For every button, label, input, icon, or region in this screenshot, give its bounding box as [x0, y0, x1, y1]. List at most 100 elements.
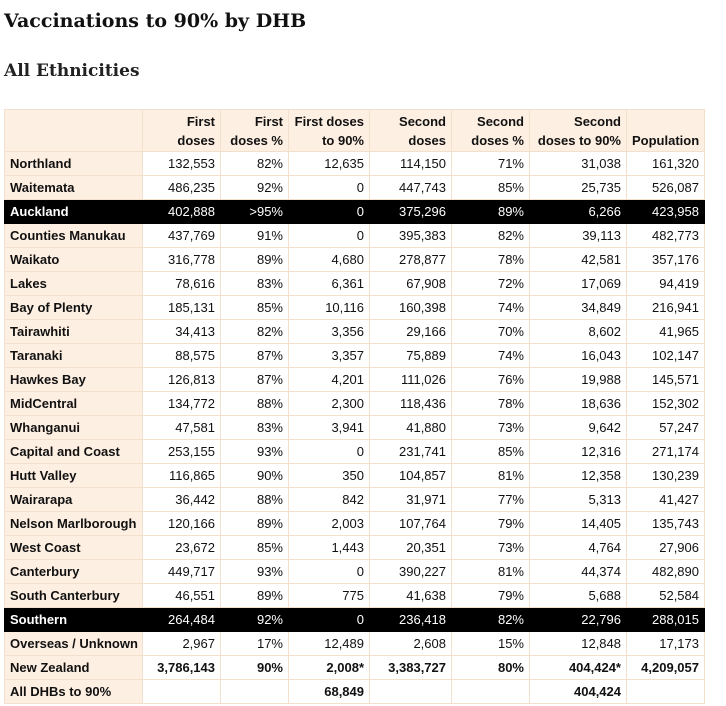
first-doses-pct-cell: 90% [220, 655, 289, 680]
population-cell: 4,209,057 [626, 655, 705, 680]
second-doses-cell: 29,166 [369, 319, 452, 344]
first-doses-to-90-cell: 842 [288, 487, 370, 512]
header-first-doses-to-90: First doses to 90% [288, 109, 370, 152]
second-doses-cell: 31,971 [369, 487, 452, 512]
second-doses-cell [369, 679, 452, 704]
population-cell: 135,743 [626, 511, 705, 536]
table-row: South Canterbury 46,551 89% 775 41,638 79% 5,6… [4, 583, 705, 608]
first-doses-cell: 2,967 [142, 631, 221, 656]
first-doses-to-90-cell: 3,941 [288, 415, 370, 440]
second-doses-cell: 231,741 [369, 439, 452, 464]
first-doses-cell: 132,553 [142, 151, 221, 176]
table-row: Hutt Valley 116,865 90% 350 104,857 81% 12,358… [4, 463, 705, 488]
table-row: Hawkes Bay 126,813 87% 4,201 111,026 76% 19,98… [4, 367, 705, 392]
table-row: Lakes 78,616 83% 6,361 67,908 72% 17,069 94,419 [4, 271, 705, 296]
second-doses-pct-cell: 81% [451, 559, 530, 584]
header-first-doses: First doses [142, 109, 221, 152]
first-doses-to-90-cell: 3,356 [288, 319, 370, 344]
table-row: Capital and Coast 253,155 93% 0 231,741 85% 12… [4, 439, 705, 464]
second-doses-to-90-cell: 5,313 [529, 487, 627, 512]
second-doses-cell: 447,743 [369, 175, 452, 200]
dhb-cell: Whanganui [4, 415, 143, 440]
population-cell: 423,958 [626, 199, 705, 224]
table-row: West Coast 23,672 85% 1,443 20,351 73% 4,764 27… [4, 535, 705, 560]
second-doses-cell: 236,418 [369, 607, 452, 632]
dhb-cell: Hawkes Bay [4, 367, 143, 392]
first-doses-cell: 486,235 [142, 175, 221, 200]
population-cell: 94,419 [626, 271, 705, 296]
first-doses-pct-cell: 17% [220, 631, 289, 656]
dhb-cell: All DHBs to 90% [4, 679, 143, 704]
first-doses-cell: 3,786,143 [142, 655, 221, 680]
second-doses-to-90-cell: 34,849 [529, 295, 627, 320]
table-body: Northland 132,553 82% 12,635 114,150 71% 31,03… [4, 151, 705, 704]
first-doses-pct-cell: 89% [220, 247, 289, 272]
first-doses-pct-cell: 85% [220, 535, 289, 560]
table-row: Tairawhiti 34,413 82% 3,356 29,166 70% 8,602 41… [4, 319, 705, 344]
first-doses-to-90-cell: 0 [288, 559, 370, 584]
dhb-cell: Wairarapa [4, 487, 143, 512]
population-cell: 288,015 [626, 607, 705, 632]
first-doses-cell: 116,865 [142, 463, 221, 488]
first-doses-pct-cell: 82% [220, 151, 289, 176]
first-doses-cell: 120,166 [142, 511, 221, 536]
header-second-doses-to-90: Second doses to 90% [529, 109, 627, 152]
second-doses-to-90-cell: 19,988 [529, 367, 627, 392]
first-doses-cell: 34,413 [142, 319, 221, 344]
first-doses-pct-cell: 91% [220, 223, 289, 248]
second-doses-cell: 390,227 [369, 559, 452, 584]
first-doses-pct-cell: 93% [220, 439, 289, 464]
dhb-cell: MidCentral [4, 391, 143, 416]
first-doses-pct-cell: 89% [220, 583, 289, 608]
second-doses-pct-cell: 79% [451, 583, 530, 608]
table-row: Waikato 316,778 89% 4,680 278,877 78% 42,581 35… [4, 247, 705, 272]
population-cell: 271,174 [626, 439, 705, 464]
first-doses-to-90-cell: 0 [288, 439, 370, 464]
first-doses-to-90-cell: 4,680 [288, 247, 370, 272]
first-doses-to-90-cell: 6,361 [288, 271, 370, 296]
first-doses-cell: 126,813 [142, 367, 221, 392]
first-doses-to-90-cell: 0 [288, 175, 370, 200]
dhb-cell: Counties Manukau [4, 223, 143, 248]
dhb-cell: Tairawhiti [4, 319, 143, 344]
table-row: Bay of Plenty 185,131 85% 10,116 160,398 74% 3… [4, 295, 705, 320]
first-doses-to-90-cell: 775 [288, 583, 370, 608]
population-cell: 27,906 [626, 535, 705, 560]
first-doses-cell: 47,581 [142, 415, 221, 440]
population-cell: 52,584 [626, 583, 705, 608]
first-doses-to-90-cell: 68,849 [288, 679, 370, 704]
population-cell: 17,173 [626, 631, 705, 656]
dhb-cell: Waikato [4, 247, 143, 272]
second-doses-cell: 41,638 [369, 583, 452, 608]
table-row: New Zealand 3,786,143 90% 2,008* 3,383,727 80… [4, 655, 705, 680]
second-doses-to-90-cell: 5,688 [529, 583, 627, 608]
first-doses-pct-cell: 92% [220, 175, 289, 200]
second-doses-to-90-cell: 12,848 [529, 631, 627, 656]
first-doses-to-90-cell: 10,116 [288, 295, 370, 320]
second-doses-cell: 75,889 [369, 343, 452, 368]
second-doses-to-90-cell: 404,424 [529, 679, 627, 704]
second-doses-to-90-cell: 6,266 [529, 199, 627, 224]
first-doses-cell: 449,717 [142, 559, 221, 584]
first-doses-pct-cell: 93% [220, 559, 289, 584]
table-row: Canterbury 449,717 93% 0 390,227 81% 44,374 482… [4, 559, 705, 584]
dhb-cell: Northland [4, 151, 143, 176]
dhb-cell: New Zealand [4, 655, 143, 680]
second-doses-pct-cell: 71% [451, 151, 530, 176]
dhb-cell: Southern [4, 607, 143, 632]
first-doses-cell: 88,575 [142, 343, 221, 368]
second-doses-to-90-cell: 9,642 [529, 415, 627, 440]
table-row: MidCentral 134,772 88% 2,300 118,436 78% 18,63… [4, 391, 705, 416]
second-doses-cell: 395,383 [369, 223, 452, 248]
ethnicity-subtitle: All Ethnicities [4, 61, 140, 81]
header-population: Population [626, 109, 705, 152]
second-doses-pct-cell: 78% [451, 391, 530, 416]
second-doses-pct-cell: 74% [451, 295, 530, 320]
second-doses-pct-cell: 70% [451, 319, 530, 344]
second-doses-to-90-cell: 25,735 [529, 175, 627, 200]
second-doses-cell: 41,880 [369, 415, 452, 440]
first-doses-cell: 46,551 [142, 583, 221, 608]
second-doses-to-90-cell: 31,038 [529, 151, 627, 176]
first-doses-pct-cell: 90% [220, 463, 289, 488]
second-doses-cell: 20,351 [369, 535, 452, 560]
